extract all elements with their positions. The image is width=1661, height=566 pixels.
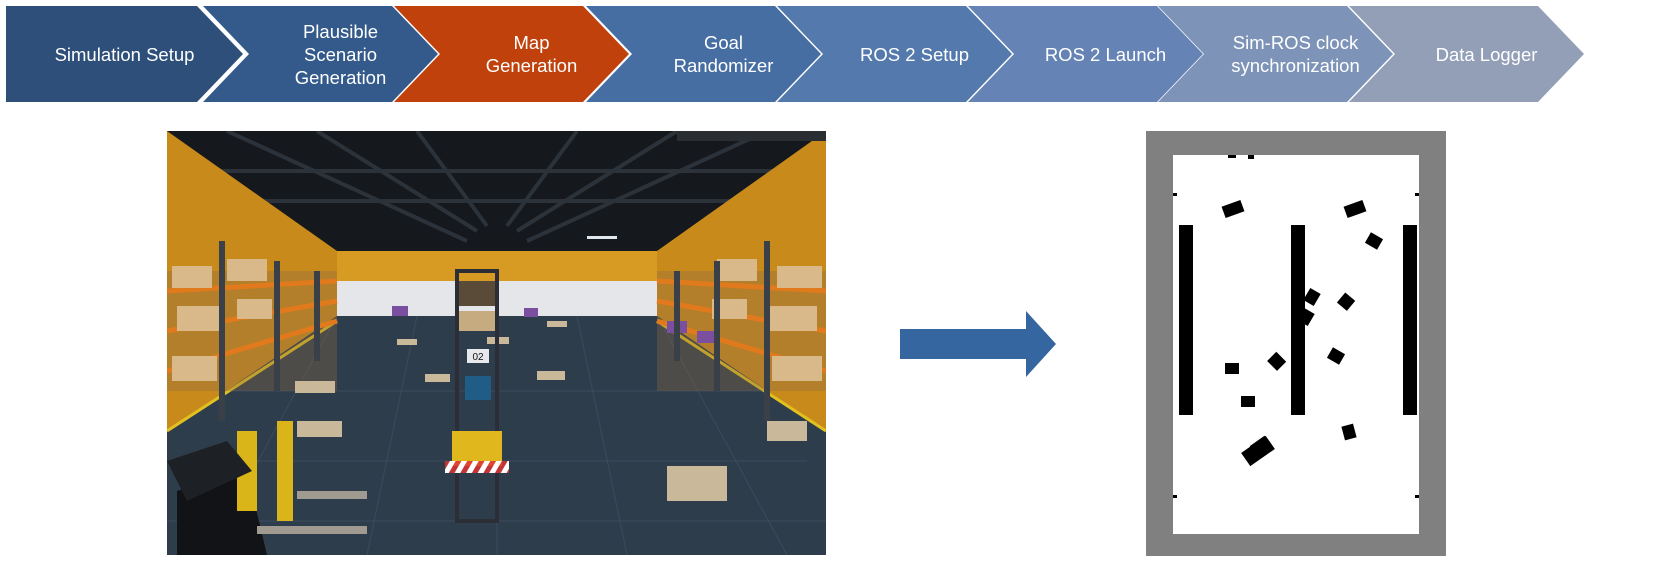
forklift-tag: 02 xyxy=(472,352,484,363)
pipeline-step-label: Goal Randomizer xyxy=(673,32,774,76)
pipeline-flow: Simulation Setup Plausible Scenario Gener… xyxy=(0,0,1661,110)
pipeline-step-label: ROS 2 Setup xyxy=(859,43,969,65)
pipeline-step-label: Data Logger xyxy=(1435,43,1538,65)
pipeline-step-label: ROS 2 Launch xyxy=(1044,43,1167,65)
right-arrow-icon xyxy=(900,311,1056,377)
pipeline-step-8: Data Logger xyxy=(1349,6,1584,102)
pipeline-step-1: Simulation Setup xyxy=(6,6,243,102)
pipeline-step-label: Simulation Setup xyxy=(54,43,195,65)
pipeline-step-label: Plausible Scenario Generation xyxy=(294,20,387,88)
occupancy-map xyxy=(1146,131,1446,556)
pipeline-step-6: ROS 2 Launch xyxy=(968,6,1203,102)
warehouse-scene: 02 xyxy=(167,131,826,555)
pipeline-step-label: Map Generation xyxy=(485,32,578,76)
pipeline-step-label: Sim-ROS clock synchronization xyxy=(1231,32,1360,76)
occupancy-map-free-space xyxy=(1173,155,1419,534)
occupancy-map-obstacles xyxy=(1173,155,1419,498)
warehouse-simulation-image: 02 xyxy=(167,131,826,555)
